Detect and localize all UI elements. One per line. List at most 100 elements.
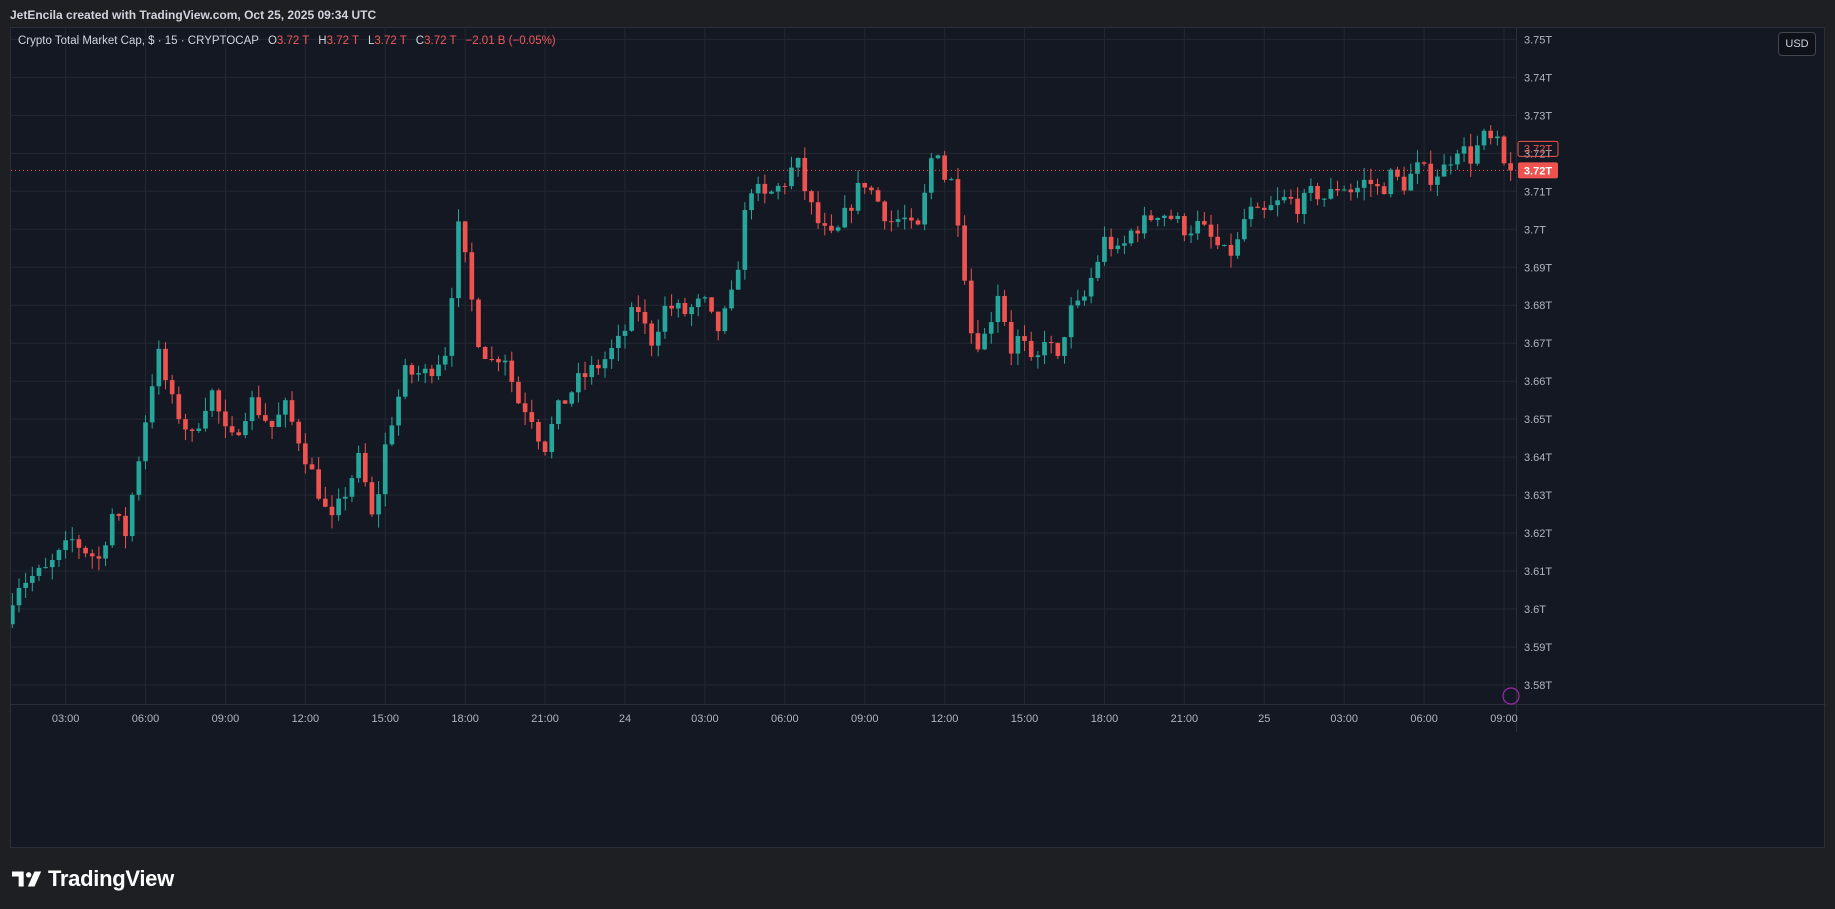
candle-body[interactable] xyxy=(795,157,801,168)
candle-body[interactable] xyxy=(1308,186,1314,193)
candle-body[interactable] xyxy=(482,347,488,360)
candle-body[interactable] xyxy=(722,308,728,332)
candle-body[interactable] xyxy=(143,422,148,462)
candle-body[interactable] xyxy=(1268,205,1274,211)
candle-body[interactable] xyxy=(1408,173,1414,191)
candle-body[interactable] xyxy=(695,298,701,308)
candle-body[interactable] xyxy=(176,394,182,420)
candle-body[interactable] xyxy=(529,412,535,422)
candle-body[interactable] xyxy=(1162,215,1167,218)
candle-body[interactable] xyxy=(622,330,628,336)
candle-body[interactable] xyxy=(36,567,42,576)
candle-body[interactable] xyxy=(1075,300,1081,306)
candle-body[interactable] xyxy=(1128,230,1134,244)
candle-body[interactable] xyxy=(1468,146,1474,164)
candle-body[interactable] xyxy=(968,280,974,334)
price-chart[interactable]: 3.58T 3.59T 3.6T 3.61T 3.62T 3.63T 3.64T 3.65T 3… xyxy=(11,28,1826,849)
candle-body[interactable] xyxy=(123,515,128,537)
candle-body[interactable] xyxy=(922,192,927,225)
candle-body[interactable] xyxy=(1388,169,1394,195)
candle-body[interactable] xyxy=(542,441,548,453)
candle-body[interactable] xyxy=(955,179,961,226)
candle-body[interactable] xyxy=(1208,224,1214,237)
candle-body[interactable] xyxy=(1221,244,1227,246)
candle-body[interactable] xyxy=(642,312,648,324)
candle-body[interactable] xyxy=(615,335,621,348)
candle-body[interactable] xyxy=(609,347,614,360)
event-marker-icon[interactable] xyxy=(1502,687,1520,705)
candle-body[interactable] xyxy=(189,429,195,431)
candle-body[interactable] xyxy=(476,299,481,348)
candle-body[interactable] xyxy=(569,392,575,404)
candle-body[interactable] xyxy=(928,158,934,193)
candle-body[interactable] xyxy=(349,478,355,497)
candle-body[interactable] xyxy=(256,397,262,416)
candle-body[interactable] xyxy=(1015,336,1021,354)
candle-body[interactable] xyxy=(336,498,341,516)
candle-body[interactable] xyxy=(209,390,215,411)
candle-body[interactable] xyxy=(89,553,95,557)
candle-body[interactable] xyxy=(11,605,15,625)
candle-body[interactable] xyxy=(1202,221,1207,225)
candle-body[interactable] xyxy=(1328,189,1334,199)
candle-body[interactable] xyxy=(1441,164,1447,177)
candle-body[interactable] xyxy=(342,496,348,499)
candle-body[interactable] xyxy=(1421,162,1427,164)
candle-body[interactable] xyxy=(882,201,888,222)
candle-body[interactable] xyxy=(509,360,515,382)
candle-body[interactable] xyxy=(1368,179,1374,185)
candle-body[interactable] xyxy=(136,461,142,495)
candle-body[interactable] xyxy=(1288,197,1294,199)
candle-body[interactable] xyxy=(942,155,947,180)
candle-body[interactable] xyxy=(749,193,754,211)
candle-body[interactable] xyxy=(582,373,588,378)
candle-body[interactable] xyxy=(1448,164,1454,166)
candle-body[interactable] xyxy=(229,426,235,433)
candle-body[interactable] xyxy=(23,582,28,588)
candle-body[interactable] xyxy=(1361,179,1367,188)
candle-body[interactable] xyxy=(1155,217,1161,221)
candle-body[interactable] xyxy=(1428,163,1434,185)
candle-body[interactable] xyxy=(709,297,714,312)
candle-body[interactable] xyxy=(735,269,741,290)
candle-body[interactable] xyxy=(169,380,175,395)
candle-body[interactable] xyxy=(1488,130,1494,139)
candle-body[interactable] xyxy=(556,400,561,424)
candle-body[interactable] xyxy=(1381,186,1387,195)
candle-body[interactable] xyxy=(1135,230,1141,234)
candle-body[interactable] xyxy=(789,167,794,187)
candle-body[interactable] xyxy=(129,494,135,537)
candle-body[interactable] xyxy=(1375,184,1380,187)
currency-button[interactable]: USD xyxy=(1778,32,1816,56)
candle-body[interactable] xyxy=(382,444,388,495)
candle-body[interactable] xyxy=(1115,245,1121,250)
candle-body[interactable] xyxy=(436,364,441,377)
candle-body[interactable] xyxy=(1188,233,1194,236)
candle-body[interactable] xyxy=(549,423,555,453)
candle-body[interactable] xyxy=(296,421,302,444)
candle-body[interactable] xyxy=(775,185,781,192)
candle-body[interactable] xyxy=(1095,261,1101,278)
candle-body[interactable] xyxy=(116,513,122,516)
candle-body[interactable] xyxy=(855,183,861,211)
candle-body[interactable] xyxy=(1142,215,1147,234)
candle-body[interactable] xyxy=(369,482,375,515)
candle-body[interactable] xyxy=(1108,236,1114,250)
candle-body[interactable] xyxy=(1215,236,1220,246)
candle-body[interactable] xyxy=(1248,206,1254,220)
candle-body[interactable] xyxy=(309,464,315,470)
candle-body[interactable] xyxy=(769,191,774,194)
candle-body[interactable] xyxy=(429,368,435,377)
candle-body[interactable] xyxy=(516,381,521,404)
candle-body[interactable] xyxy=(562,400,568,404)
candle-body[interactable] xyxy=(283,400,288,415)
candle-body[interactable] xyxy=(1241,219,1247,240)
candle-body[interactable] xyxy=(83,547,88,554)
candle-body[interactable] xyxy=(183,419,188,430)
candle-body[interactable] xyxy=(862,183,868,188)
candle-body[interactable] xyxy=(223,411,228,427)
candle-body[interactable] xyxy=(1228,244,1234,256)
candle-body[interactable] xyxy=(96,556,102,559)
candle-body[interactable] xyxy=(163,348,168,381)
candle-body[interactable] xyxy=(1068,305,1074,338)
